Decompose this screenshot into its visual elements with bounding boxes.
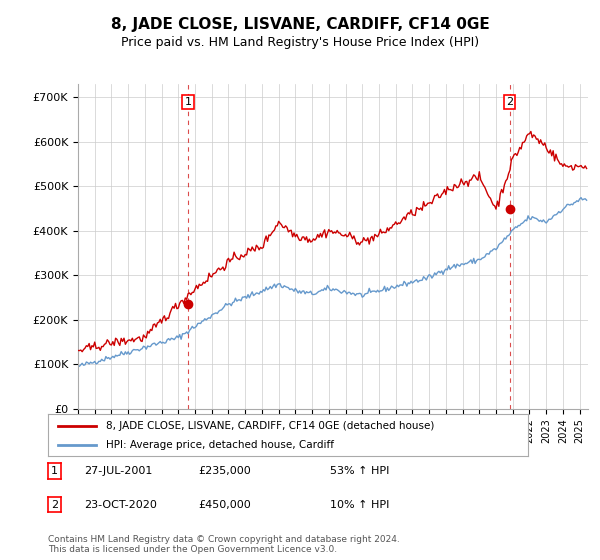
Text: Contains HM Land Registry data © Crown copyright and database right 2024.
This d: Contains HM Land Registry data © Crown c… bbox=[48, 535, 400, 554]
Text: 2: 2 bbox=[51, 500, 58, 510]
Text: 27-JUL-2001: 27-JUL-2001 bbox=[84, 466, 152, 476]
Text: £235,000: £235,000 bbox=[198, 466, 251, 476]
Text: 2: 2 bbox=[506, 97, 513, 107]
Text: 53% ↑ HPI: 53% ↑ HPI bbox=[330, 466, 389, 476]
Text: 23-OCT-2020: 23-OCT-2020 bbox=[84, 500, 157, 510]
Text: 1: 1 bbox=[184, 97, 191, 107]
Text: 1: 1 bbox=[51, 466, 58, 476]
Text: 8, JADE CLOSE, LISVANE, CARDIFF, CF14 0GE: 8, JADE CLOSE, LISVANE, CARDIFF, CF14 0G… bbox=[110, 17, 490, 32]
Text: Price paid vs. HM Land Registry's House Price Index (HPI): Price paid vs. HM Land Registry's House … bbox=[121, 36, 479, 49]
Text: 10% ↑ HPI: 10% ↑ HPI bbox=[330, 500, 389, 510]
Text: HPI: Average price, detached house, Cardiff: HPI: Average price, detached house, Card… bbox=[106, 440, 334, 450]
Text: 8, JADE CLOSE, LISVANE, CARDIFF, CF14 0GE (detached house): 8, JADE CLOSE, LISVANE, CARDIFF, CF14 0G… bbox=[106, 421, 434, 431]
Text: £450,000: £450,000 bbox=[198, 500, 251, 510]
